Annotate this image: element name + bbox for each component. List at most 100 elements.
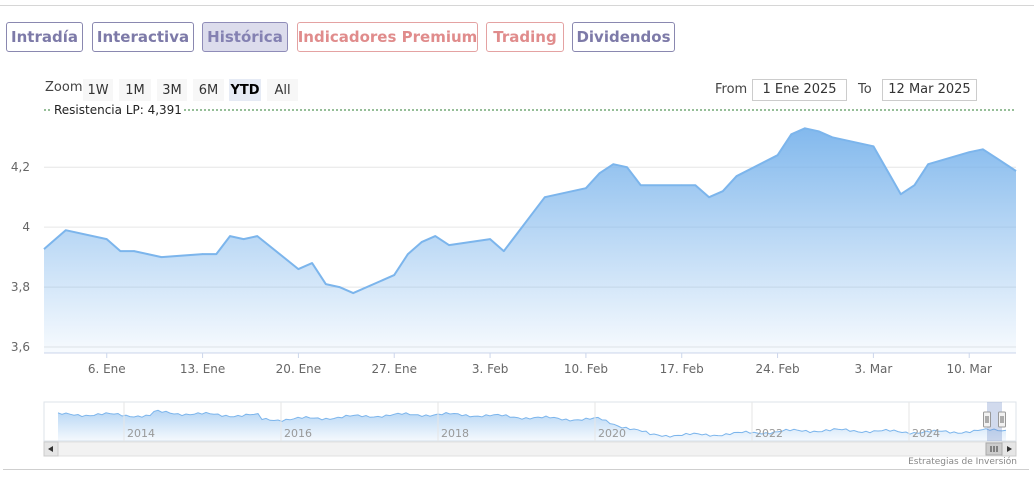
data-point [872,145,875,148]
data-point [64,229,67,231]
data-point [448,244,450,246]
navigator-year-label: 2014 [127,427,155,440]
data-point [516,232,519,234]
navigator-year-label: 2016 [284,427,312,440]
tab-indicadores-premium[interactable]: Indicadores Premium [297,22,478,52]
data-point [530,214,532,216]
data-point [338,286,341,288]
data-point [612,163,615,165]
data-point [544,196,546,198]
data-point [160,256,163,258]
data-point [51,241,53,243]
data-point [256,235,259,237]
data-point [105,238,108,240]
resistance-label-bg [50,103,182,116]
data-point [817,130,820,133]
data-point [297,268,300,270]
x-tick-label: 13. Ene [180,362,225,376]
navigator-year-label: 2020 [598,427,626,440]
tab-intradia[interactable]: Intradía [6,22,83,52]
data-point [393,274,396,276]
data-point [503,250,505,252]
bottom-divider [3,469,1029,470]
x-tick-label: 10. Mar [946,362,992,376]
navigator-year-label: 2022 [755,427,783,440]
series-area-fill [44,128,1016,353]
resistance-label: Resistencia LP: 4,391 [54,103,182,117]
data-point [311,262,313,264]
zoom-button-all[interactable]: All [267,79,298,101]
data-point [598,172,601,174]
scrollbar-track [43,441,1017,457]
data-point [913,184,916,186]
navigator[interactable]: 2014 2016 2018 2020 2022 2024 [43,401,1017,457]
top-divider [0,5,1034,6]
tab-dividendos[interactable]: Dividendos [572,22,675,52]
data-point [831,136,834,139]
zoom-button-3m[interactable]: 3M [157,79,187,101]
series-area [43,127,1017,353]
data-point [639,184,642,186]
data-point [900,193,902,195]
from-date-input[interactable]: 1 Ene 2025 [752,79,847,101]
scroll-left-arrow-icon [48,446,53,452]
x-axis: 6. Ene 13. Ene 20. Ene 27. Ene 3. Feb 10. Feb… [88,353,992,376]
data-point [420,241,423,243]
x-tick-label: 10. Feb [564,362,608,376]
y-tick-label: 3,8 [11,280,30,294]
data-point [886,169,888,171]
zoom-label: Zoom [45,80,83,95]
series-line [43,127,1017,295]
tab-trading[interactable]: Trading [486,22,564,52]
data-point [133,250,135,252]
data-point [325,283,327,285]
data-point [927,163,929,165]
data-point [242,238,245,240]
data-point [434,235,437,237]
zoom-button-ytd[interactable]: YTD [229,79,261,101]
from-label: From [715,82,748,97]
scroll-right-arrow-icon [1007,446,1012,452]
to-label: To [858,82,872,97]
zoom-button-1w[interactable]: 1W [83,79,113,101]
data-point [708,196,710,198]
tab-interactiva[interactable]: Interactiva [92,22,194,52]
data-point [229,235,231,237]
y-tick-label: 3,6 [11,340,30,354]
data-point [722,190,724,192]
data-point [982,148,984,151]
data-point [995,157,998,159]
x-tick-label: 17. Feb [660,362,704,376]
navigator-area [58,410,1006,441]
tab-historica[interactable]: Histórica [202,22,288,52]
x-tick-label: 3. Mar [854,362,892,376]
credits-text: Estrategias de Inversión [908,457,1017,467]
data-point [352,292,355,294]
navigator-handle[interactable] [998,411,1006,428]
data-point [804,127,806,130]
data-point [694,184,697,186]
y-axis: 3,6 3,8 4 4,2 [11,160,30,354]
data-point [790,133,793,136]
zoom-button-6m[interactable]: 6M [193,79,224,101]
y-tick-label: 4 [22,220,30,234]
x-tick-label: 24. Feb [755,362,799,376]
data-point [585,187,587,189]
data-point [735,175,738,177]
x-tick-label: 3. Feb [472,362,509,376]
data-point [119,250,122,252]
data-point [680,184,683,186]
navigator-year-label: 2024 [912,427,940,440]
data-point [489,238,491,240]
to-date-input[interactable]: 12 Mar 2025 [882,79,977,101]
data-point [201,253,204,255]
x-tick-label: 6. Ene [88,362,126,376]
data-point [968,151,970,153]
navigator-handle[interactable] [983,411,991,428]
data-point [147,253,149,255]
data-point [626,166,628,168]
resistance-annotation: Resistencia LP: 4,391 [44,103,1016,117]
navigator-selected-range [987,402,1002,441]
zoom-button-1m[interactable]: 1M [119,79,151,101]
